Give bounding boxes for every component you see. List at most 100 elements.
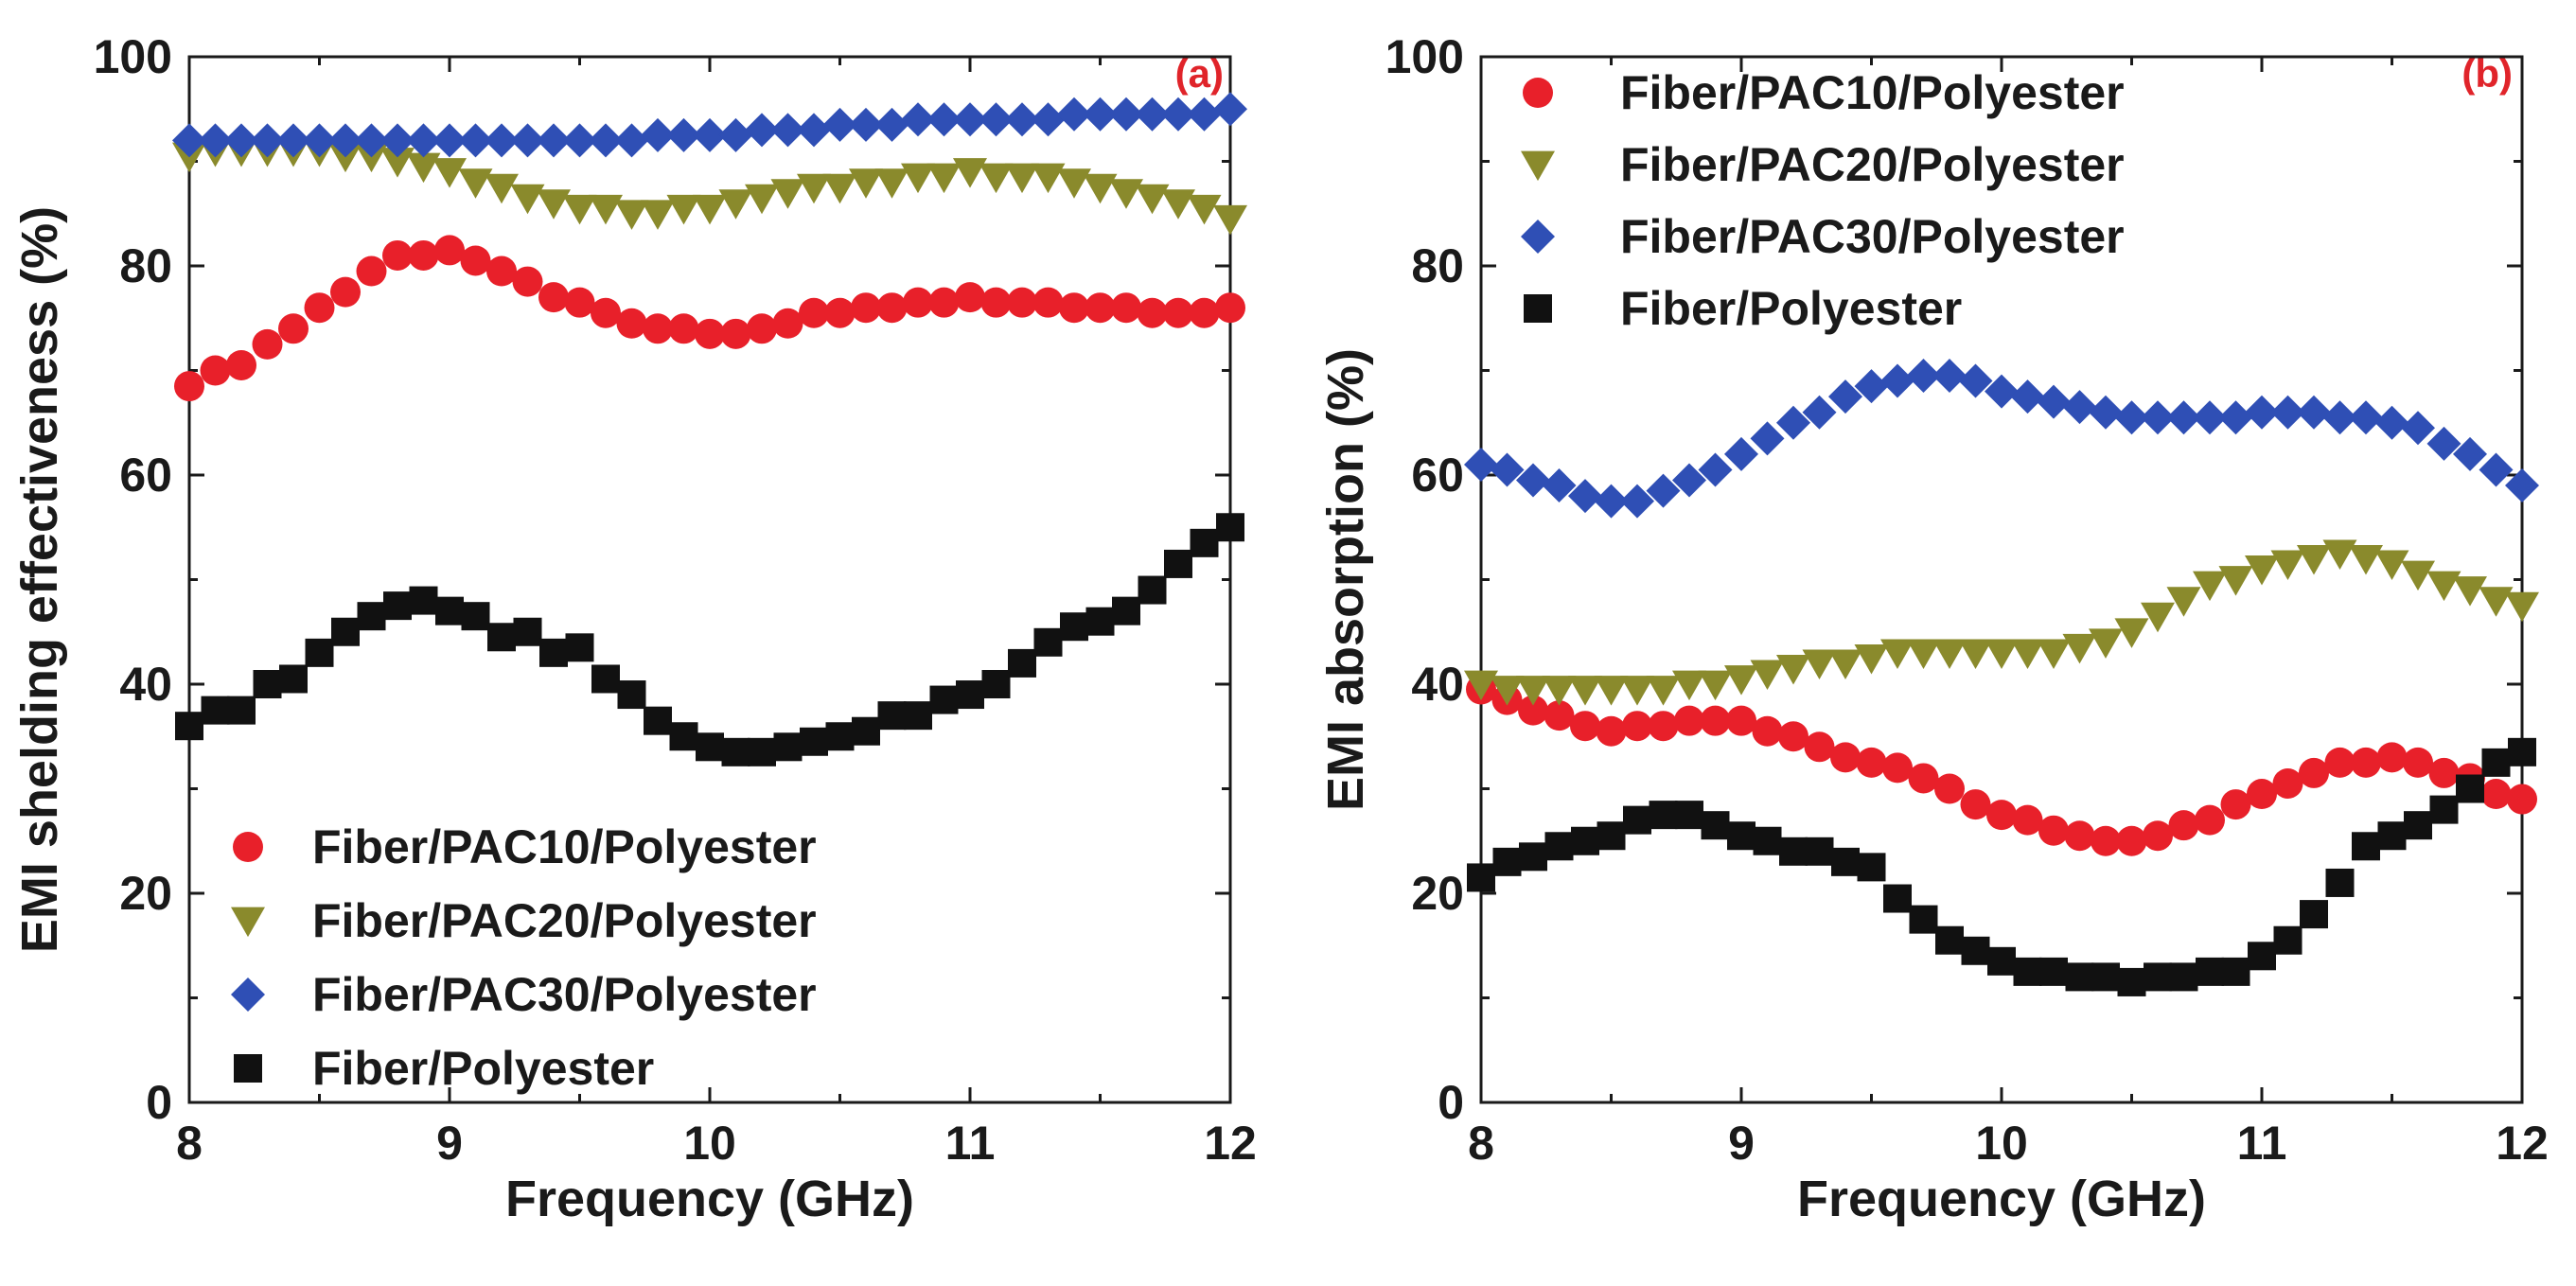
data-point bbox=[1646, 473, 1681, 508]
data-point bbox=[2114, 618, 2149, 648]
data-point bbox=[1804, 731, 1835, 763]
series-2 bbox=[1464, 359, 2539, 519]
data-point bbox=[1700, 705, 1731, 736]
data-point bbox=[981, 670, 1011, 698]
data-point bbox=[1880, 363, 1914, 398]
data-point bbox=[302, 123, 337, 158]
data-point bbox=[748, 737, 776, 766]
x-tick-label: 10 bbox=[683, 1117, 736, 1170]
data-point bbox=[354, 123, 389, 158]
data-point bbox=[2401, 560, 2435, 591]
data-point bbox=[2349, 545, 2383, 575]
data-point bbox=[2141, 602, 2175, 633]
data-point bbox=[1908, 763, 1939, 794]
data-point bbox=[2010, 639, 2045, 669]
x-tick-label: 9 bbox=[1728, 1117, 1755, 1170]
data-point bbox=[721, 737, 750, 766]
data-point bbox=[460, 245, 491, 276]
data-point bbox=[1492, 847, 1522, 876]
data-point bbox=[1213, 204, 1247, 236]
data-point bbox=[1464, 447, 1498, 482]
x-tick-label: 9 bbox=[436, 1117, 463, 1170]
data-point bbox=[537, 123, 571, 158]
data-point bbox=[1646, 676, 1681, 706]
data-point bbox=[1568, 676, 1602, 706]
data-point bbox=[1724, 436, 1758, 471]
data-point bbox=[328, 123, 362, 158]
data-point bbox=[1779, 837, 1808, 866]
legend-marker bbox=[233, 832, 263, 862]
data-point bbox=[693, 194, 727, 225]
data-point bbox=[1138, 575, 1167, 605]
data-point bbox=[175, 712, 203, 741]
y-tick-label: 80 bbox=[119, 239, 172, 292]
data-point bbox=[1085, 292, 1116, 324]
data-point bbox=[1032, 287, 1064, 318]
data-point bbox=[1112, 596, 1140, 625]
data-point bbox=[2352, 832, 2380, 861]
data-point bbox=[903, 287, 933, 318]
data-point bbox=[2404, 811, 2432, 840]
data-point bbox=[1516, 676, 1550, 706]
data-point bbox=[253, 670, 282, 698]
data-point bbox=[2377, 821, 2407, 851]
panel-a: 8 9 10 11 12 0 20 40 60 80 100 Frequency (GHz) EMI s… bbox=[11, 30, 1257, 1227]
data-point bbox=[2144, 962, 2172, 992]
data-point bbox=[227, 696, 256, 725]
data-point bbox=[1215, 292, 1245, 324]
legend-item: Fiber/PAC10/Polyester bbox=[233, 820, 817, 873]
data-point bbox=[1672, 670, 1706, 701]
data-point bbox=[1985, 374, 2019, 409]
legend-label: Fiber/PAC20/Polyester bbox=[1620, 138, 2125, 191]
data-point bbox=[591, 297, 621, 328]
data-point bbox=[926, 102, 962, 137]
data-point bbox=[1519, 842, 1547, 872]
data-point bbox=[1571, 826, 1599, 855]
data-point bbox=[2349, 400, 2383, 435]
data-point bbox=[562, 123, 597, 158]
data-point bbox=[747, 313, 777, 344]
data-point bbox=[1213, 92, 1247, 127]
data-point bbox=[589, 123, 623, 158]
data-point bbox=[2300, 900, 2328, 929]
data-point bbox=[2507, 784, 2537, 815]
data-point bbox=[1649, 801, 1678, 830]
data-point bbox=[1674, 705, 1704, 736]
legend-label: Fiber/PAC30/Polyester bbox=[1620, 210, 2125, 263]
data-point bbox=[644, 706, 672, 735]
data-point bbox=[1854, 643, 1889, 675]
data-point bbox=[797, 173, 831, 204]
data-point bbox=[874, 168, 909, 199]
legend-item: Fiber/Polyester bbox=[234, 1042, 654, 1095]
data-point bbox=[226, 349, 256, 380]
data-point bbox=[2117, 967, 2146, 996]
data-point bbox=[693, 117, 727, 152]
data-point bbox=[1109, 179, 1143, 209]
data-point bbox=[2481, 748, 2511, 777]
data-point bbox=[2166, 587, 2201, 617]
data-point bbox=[904, 701, 932, 731]
data-point bbox=[1883, 884, 1912, 913]
data-point bbox=[1111, 292, 1141, 324]
data-point bbox=[799, 297, 829, 328]
data-point bbox=[1467, 863, 1495, 892]
data-point bbox=[1672, 463, 1706, 498]
data-point bbox=[1986, 800, 2017, 831]
data-point bbox=[2062, 390, 2097, 425]
data-point bbox=[745, 113, 779, 148]
data-point bbox=[2141, 400, 2175, 435]
panel-b: 8 9 10 11 12 0 20 40 60 80 100 Frequency (GHz) EMI a… bbox=[1317, 30, 2549, 1227]
data-point bbox=[406, 152, 441, 184]
data-point bbox=[357, 602, 386, 631]
data-point bbox=[2064, 820, 2095, 852]
x-tick-label: 11 bbox=[2237, 1117, 2287, 1170]
data-point bbox=[1189, 297, 1220, 328]
data-point bbox=[643, 313, 673, 344]
y-tick-label: 40 bbox=[119, 658, 172, 711]
data-point bbox=[1828, 649, 1862, 679]
data-point bbox=[1109, 97, 1143, 132]
data-point bbox=[1596, 715, 1627, 747]
data-point bbox=[1750, 660, 1785, 691]
data-point bbox=[901, 102, 935, 137]
data-point bbox=[510, 184, 545, 215]
